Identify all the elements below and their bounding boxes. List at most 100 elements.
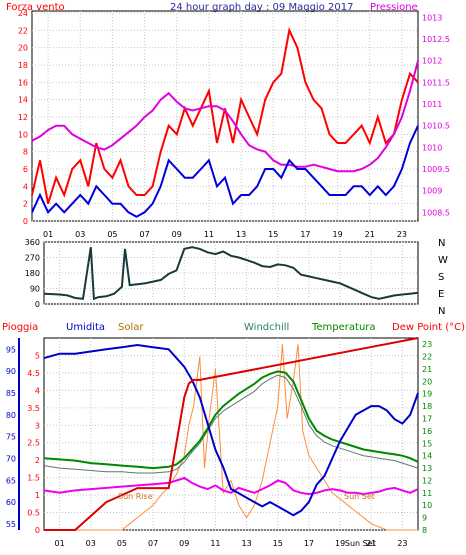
temperature-tick: 17 xyxy=(422,415,432,424)
pioggia-line xyxy=(44,337,419,531)
wind-panel-grid xyxy=(32,11,418,222)
weather-time-tick: 21 xyxy=(366,539,376,548)
wind-time-tick: 11 xyxy=(204,230,214,239)
temperature-tick: 11 xyxy=(422,489,432,498)
wind-time-tick: 01 xyxy=(43,230,53,239)
compass-label: W xyxy=(438,255,448,266)
pioggia-tick: 0 xyxy=(35,526,40,535)
wind-force-tick: 24 xyxy=(18,9,28,18)
direction-tick: 0 xyxy=(35,300,40,309)
pressure-axis: 1008.5 1009 1009.5 1010 1010.5 1011 1011.5 1012… xyxy=(422,13,450,217)
wind-force-tick: 18 xyxy=(18,61,28,70)
wind-time-tick: 21 xyxy=(365,230,375,239)
direction-tick: 180 xyxy=(25,269,40,278)
graph-title: 24 hour graph day : 09 Maggio 2017 xyxy=(170,2,353,13)
wind-force-tick: 2 xyxy=(23,200,28,209)
wind-force-tick: 16 xyxy=(18,78,28,87)
weather-panel-series xyxy=(43,337,419,531)
pressure-tick: 1010.5 xyxy=(422,122,450,131)
sunset-label: Sun Set xyxy=(344,492,375,501)
wind-force-tick: 20 xyxy=(18,44,28,53)
compass-label: N xyxy=(438,238,445,249)
umidita-tick: 75 xyxy=(6,433,16,442)
weather-time-tick: 09 xyxy=(179,539,189,548)
direction-tick: 90 xyxy=(30,285,40,294)
compass-label: N xyxy=(438,306,445,317)
pioggia-tick: 1 xyxy=(35,491,40,500)
temperature-tick: 12 xyxy=(422,476,432,485)
pioggia-tick: 0.5 xyxy=(27,509,40,518)
direction-tick: 360 xyxy=(25,238,40,247)
weather-time-tick: 23 xyxy=(397,539,407,548)
windchill-label: Windchill xyxy=(244,322,289,333)
weather-time-tick: 07 xyxy=(148,539,158,548)
temperature-tick: 23 xyxy=(422,340,432,349)
weather-time-tick: 01 xyxy=(54,539,64,548)
temperature-tick: 9 xyxy=(422,514,427,523)
wind-time-tick: 09 xyxy=(172,230,182,239)
wind-direction-line xyxy=(43,246,419,301)
umidita-tick: 85 xyxy=(6,389,16,398)
wind-force-tick: 22 xyxy=(18,26,28,35)
temperature-tick: 21 xyxy=(422,365,432,374)
wind-time-tick: 15 xyxy=(268,230,278,239)
wind-force-tick: 14 xyxy=(18,96,28,105)
wind-time-tick: 07 xyxy=(139,230,149,239)
direction-tick: 270 xyxy=(25,254,40,263)
compass-label: E xyxy=(438,289,444,300)
wind-time-tick: 19 xyxy=(332,230,342,239)
weather-time-tick: 15 xyxy=(273,539,283,548)
temperature-tick: 19 xyxy=(422,390,432,399)
pressure-tick: 1010 xyxy=(422,143,442,152)
direction-panel-grid xyxy=(44,241,418,305)
windchill-line xyxy=(43,374,419,474)
temperature-tick: 14 xyxy=(422,452,432,461)
pressure-tick: 1009.5 xyxy=(422,165,450,174)
wind-time-tick: 03 xyxy=(75,230,85,239)
wind-force-tick: 10 xyxy=(18,130,28,139)
wind-force-label: Forza vento xyxy=(6,2,65,13)
pioggia-tick: 2 xyxy=(35,456,40,465)
temperature-tick: 20 xyxy=(422,377,432,386)
compass-label: S xyxy=(438,272,444,283)
umidita-tick: 70 xyxy=(6,454,16,463)
weather-time-tick: Sun Set xyxy=(345,539,376,548)
pioggia-tick: 3 xyxy=(35,421,40,430)
umidita-tick: 80 xyxy=(6,411,16,420)
temperature-tick: 22 xyxy=(422,353,432,362)
temperature-tick: 15 xyxy=(422,439,432,448)
pressure-tick: 1012.5 xyxy=(422,35,450,44)
sunrise-label: Sun Rise xyxy=(118,492,153,501)
pioggia-tick: 5 xyxy=(35,351,40,360)
solar-label: Solar xyxy=(118,322,144,333)
pressure-tick: 1012 xyxy=(422,57,442,66)
weather-time-tick: 05 xyxy=(117,539,127,548)
pressure-tick: 1013 xyxy=(422,13,442,22)
pressure-tick: 1008.5 xyxy=(422,208,450,217)
weather-time-tick: 19 xyxy=(335,539,345,548)
pioggia-tick: 4 xyxy=(35,386,40,395)
temperature-tick: 13 xyxy=(422,464,432,473)
direction-panel-series xyxy=(43,246,419,301)
wind-time-tick: 05 xyxy=(107,230,117,239)
weather-time-tick: 13 xyxy=(241,539,251,548)
wind-force-line xyxy=(31,27,419,204)
weather-time-tick: 11 xyxy=(210,539,220,548)
temperature-tick: 16 xyxy=(422,427,432,436)
umidita-line xyxy=(43,343,419,517)
weather-time-tick: 17 xyxy=(304,539,314,548)
pioggia-tick: 4.5 xyxy=(27,369,40,378)
temperatura-label: Temperatura xyxy=(311,322,376,333)
umidita-label: Umidita xyxy=(66,322,105,333)
pressure-tick: 1009 xyxy=(422,187,442,196)
pioggia-tick: 1.5 xyxy=(27,474,40,483)
wind-time-tick: 13 xyxy=(236,230,246,239)
